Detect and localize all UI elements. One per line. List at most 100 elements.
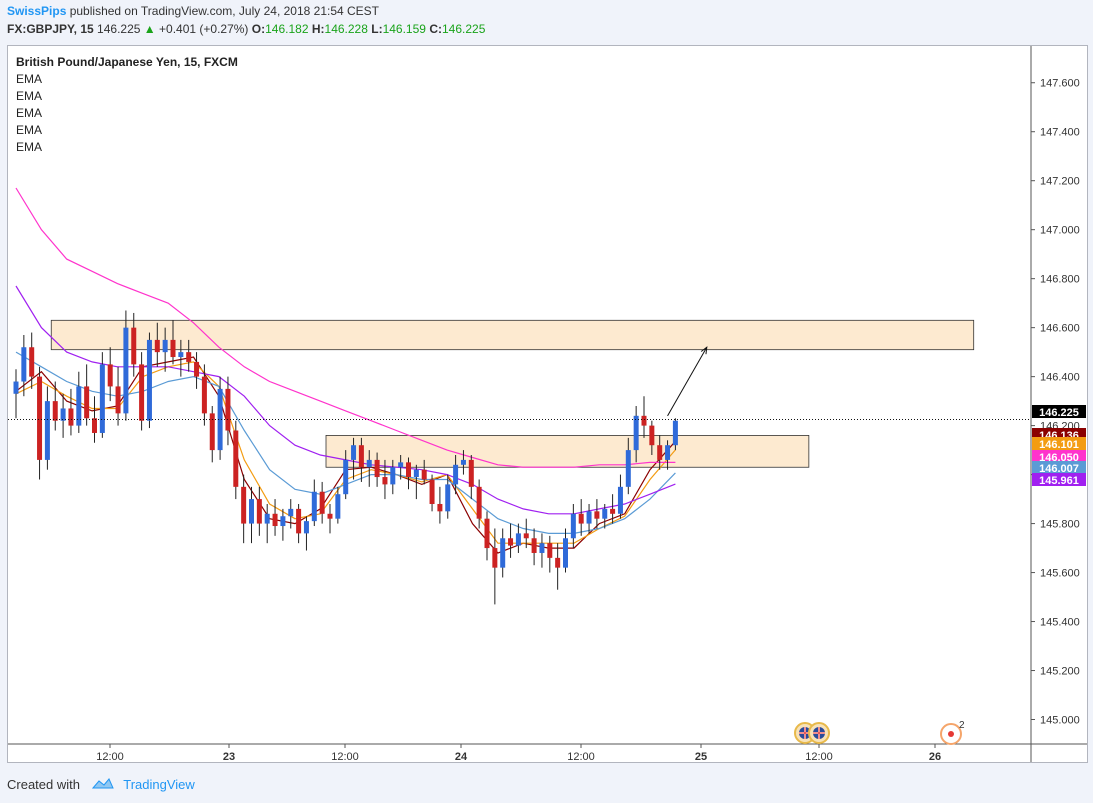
candle xyxy=(366,450,372,487)
x-tick-label: 23 xyxy=(223,751,235,762)
candle-body xyxy=(547,543,553,558)
candle xyxy=(460,450,466,475)
x-tick-label: 12:00 xyxy=(567,751,595,762)
price-label-text: 146.007 xyxy=(1039,463,1079,475)
y-tick-label: 146.600 xyxy=(1040,323,1080,335)
candle xyxy=(162,327,168,372)
candle xyxy=(421,459,427,485)
legend-ema-5: EMA xyxy=(16,140,42,154)
y-tick-label: 145.000 xyxy=(1040,715,1080,727)
candle-body xyxy=(76,386,82,426)
candle xyxy=(146,332,152,429)
candle-body xyxy=(37,376,43,460)
legend-ema-1: EMA xyxy=(16,72,42,86)
candle xyxy=(641,396,647,438)
candle-body xyxy=(586,511,592,524)
candle-body xyxy=(343,459,349,495)
candle xyxy=(115,366,121,426)
chart-container[interactable]: 147.600 147.400 147.200 147.000 146.800 146.6… xyxy=(7,45,1088,763)
candle xyxy=(13,369,19,419)
publish-info: published on TradingView.com, July 24, 2… xyxy=(66,4,380,18)
price-chart[interactable]: 147.600 147.400 147.200 147.000 146.800 146.6… xyxy=(8,46,1087,762)
candle-body xyxy=(594,511,600,519)
candle xyxy=(139,352,145,431)
candle xyxy=(445,474,451,519)
candle xyxy=(390,459,396,495)
candle xyxy=(296,503,302,544)
candle xyxy=(649,420,655,456)
candle-body xyxy=(390,467,396,485)
y-tick-label: 146.400 xyxy=(1040,372,1080,384)
candle-body xyxy=(382,477,388,485)
candle-body xyxy=(665,445,671,460)
x-tick-label: 26 xyxy=(929,751,941,762)
high-label: H: xyxy=(311,22,325,36)
candle xyxy=(233,420,239,500)
candle-body xyxy=(217,388,223,451)
resistance-zone[interactable] xyxy=(50,319,975,351)
candle xyxy=(547,535,553,573)
change-value: +0.401 (+0.27%) xyxy=(159,22,249,36)
price-label-bg xyxy=(1032,461,1086,474)
candle-body xyxy=(641,415,647,426)
candle xyxy=(468,455,474,500)
y-tick-label: 145.200 xyxy=(1040,666,1080,678)
candle-body xyxy=(515,533,521,546)
legend-ema-3: EMA xyxy=(16,106,42,120)
candle xyxy=(508,523,514,558)
tradingview-link[interactable]: TradingView xyxy=(123,777,195,792)
candle xyxy=(178,339,184,377)
x-tick-label: 12:00 xyxy=(805,751,833,762)
projection-arrow[interactable] xyxy=(667,346,708,417)
event-count: 2 xyxy=(959,720,965,731)
candle xyxy=(594,499,600,529)
change-up-icon: ▲ xyxy=(143,22,156,36)
candle xyxy=(225,376,231,446)
candle-body xyxy=(578,513,584,524)
price-label-bg xyxy=(1032,473,1086,486)
candle-body xyxy=(13,381,19,394)
candle-body xyxy=(21,347,27,382)
candle xyxy=(44,386,50,470)
candle xyxy=(319,481,325,524)
candle-body xyxy=(460,459,466,465)
candle-body xyxy=(84,386,90,419)
x-tick-label: 12:00 xyxy=(331,751,359,762)
candle-body xyxy=(123,327,129,414)
candle xyxy=(256,486,262,536)
candle xyxy=(288,499,294,529)
event-marker-icon[interactable]: 2 xyxy=(940,720,965,745)
y-tick-label: 145.800 xyxy=(1040,519,1080,531)
candle xyxy=(453,455,459,495)
y-tick-label: 145.600 xyxy=(1040,568,1080,580)
publish-line: SwissPips published on TradingView.com, … xyxy=(7,4,379,18)
candle-body xyxy=(178,352,184,358)
candle xyxy=(476,479,482,529)
candle xyxy=(60,393,66,438)
candle xyxy=(209,406,215,463)
tradingview-logo-icon[interactable] xyxy=(91,778,114,793)
candle xyxy=(351,437,357,480)
candle-body xyxy=(421,469,427,480)
uk-flag-event-icon[interactable] xyxy=(808,722,830,744)
candle-body xyxy=(531,538,537,553)
candle xyxy=(241,474,247,544)
candle xyxy=(539,533,545,568)
candle xyxy=(92,396,97,443)
y-tick-label: 147.400 xyxy=(1040,127,1080,139)
legend-ema-4: EMA xyxy=(16,123,42,137)
candle-body xyxy=(99,364,105,433)
candle-body xyxy=(272,513,278,527)
price-label-text: 146.225 xyxy=(1039,407,1079,419)
candle-body xyxy=(468,459,474,487)
author-link[interactable]: SwissPips xyxy=(7,4,67,18)
candle-body xyxy=(523,533,529,539)
y-tick-label: 147.000 xyxy=(1040,225,1080,237)
support-zone[interactable] xyxy=(325,435,810,468)
x-tick-label: 25 xyxy=(695,751,707,762)
candle-body xyxy=(555,557,561,568)
candle xyxy=(578,499,584,536)
candle-body xyxy=(366,459,372,468)
low-label: L: xyxy=(371,22,383,36)
y-tick-label: 147.200 xyxy=(1040,176,1080,188)
